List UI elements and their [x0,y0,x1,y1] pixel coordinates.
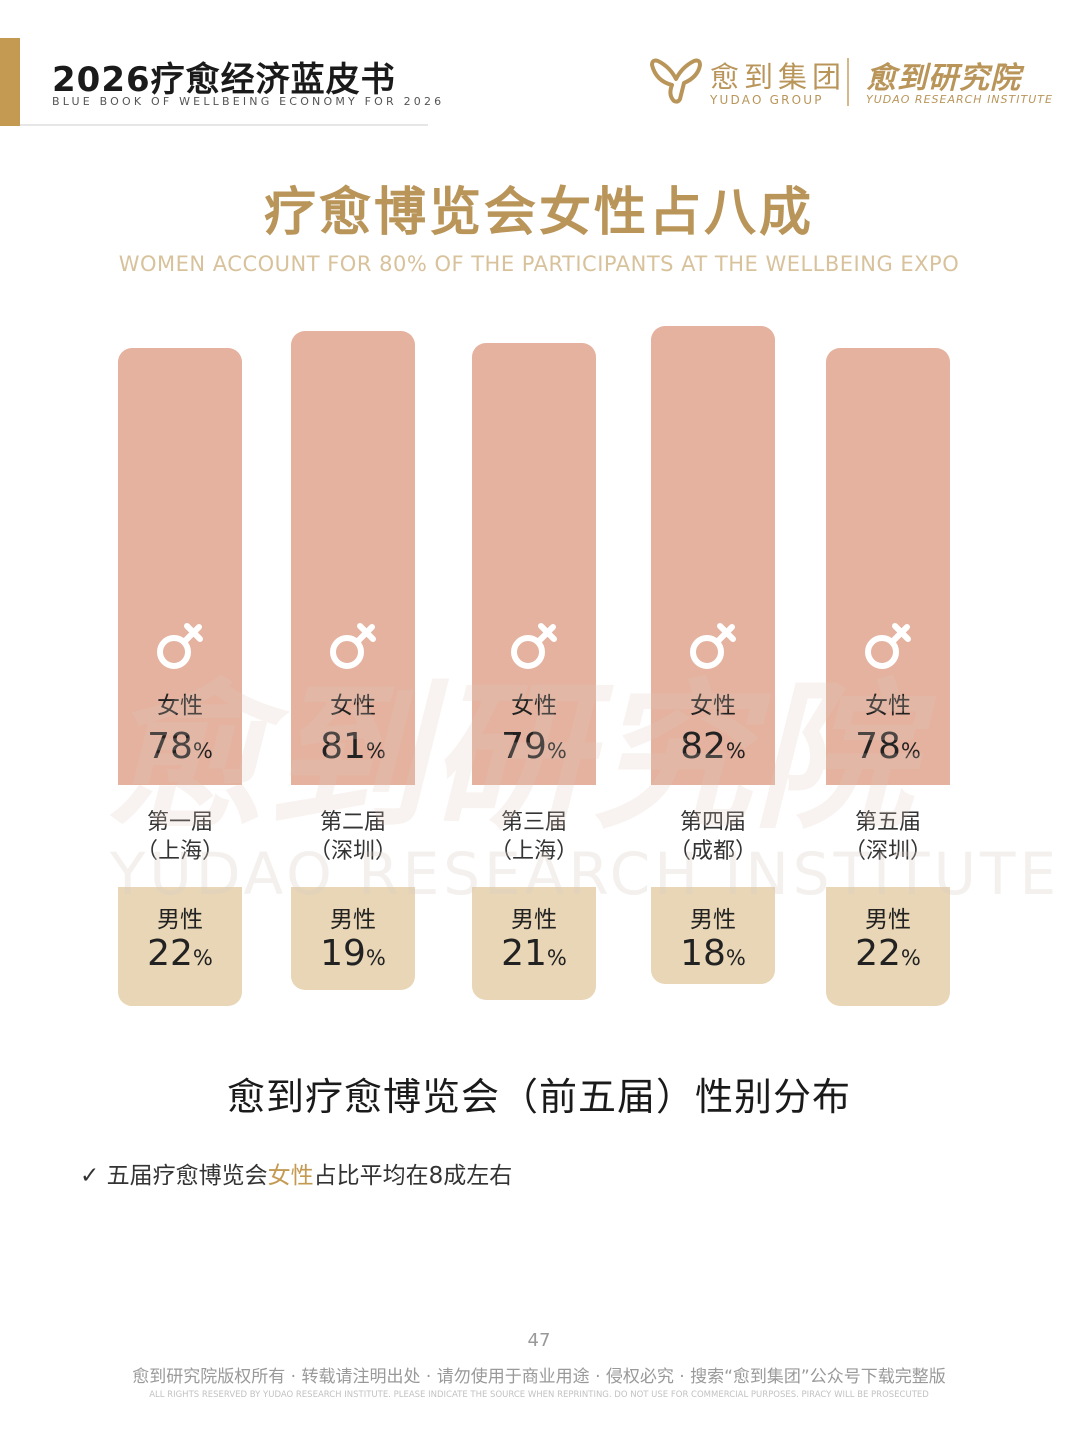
female-percentage: 82% [680,726,746,767]
female-icon [511,623,557,669]
male-percentage: 18% [680,933,746,974]
male-bar [826,887,950,1006]
male-bar [118,887,242,1006]
report-subtitle: BLUE BOOK OF WELLBEING ECONOMY FOR 2026 [52,95,445,108]
male-percentage: 21% [501,933,567,974]
male-percentage: 19% [320,933,386,974]
city-label: （深圳） [843,839,932,864]
female-label: 女性 [511,693,557,719]
chart-caption: 愈到疗愈博览会（前五届）性别分布 [226,1075,851,1119]
female-bar [472,342,596,785]
note-suffix: 占比平均在8成左右 [313,1163,513,1189]
summary-note: ✓ 五届疗愈博览会女性占比平均在8成左右 [80,1156,512,1190]
copyright-en: ALL RIGHTS RESERVED BY YUDAO RESEARCH IN… [149,1390,929,1400]
percent-unit: % [900,739,921,763]
institute-name-cn: 愈到研究院 [866,61,1021,96]
percent-unit: % [365,739,386,763]
female-label: 女性 [865,693,911,719]
percent-unit: % [546,946,567,970]
female-percentage: 79% [501,726,567,767]
check-icon: ✓ [80,1163,100,1189]
edition-label: 第五届 [854,810,921,835]
brand-divider [847,58,849,106]
male-label: 男性 [690,907,736,933]
brand-logo-icon [650,58,702,104]
page-number: 47 [527,1330,551,1351]
side-accent-bar [0,38,20,126]
female-percentage: 78% [147,726,213,767]
male-percentage: 22% [147,933,213,974]
male-label: 男性 [330,907,376,933]
female-bar [118,348,242,785]
header-divider [20,124,428,126]
female-bar [826,348,950,785]
female-label: 女性 [157,693,203,719]
city-label: （深圳） [308,839,397,864]
female-bar [651,325,775,785]
female-percentage: 81% [320,726,386,767]
note-prefix: 五届疗愈博览会 [106,1163,268,1189]
percent-unit: % [546,739,567,763]
male-bar [472,887,596,1001]
male-label: 男性 [865,907,911,933]
male-bar [291,887,415,990]
percent-unit: % [365,946,386,970]
chart-title: 疗愈博览会女性占八成 [263,183,814,243]
male-percentage: 22% [855,933,921,974]
city-label: （上海） [135,839,224,864]
percent-unit: % [192,739,213,763]
percent-unit: % [725,739,746,763]
edition-label: 第二届 [319,810,386,835]
female-percentage: 78% [855,726,921,767]
female-label: 女性 [330,693,376,719]
report-title: 2026疗愈经济蓝皮书 [52,60,396,100]
edition-label: 第四届 [679,810,746,835]
female-icon [865,623,911,669]
brand-name-cn: 愈到集团 [710,60,847,94]
edition-label: 第三届 [500,810,567,835]
copyright-cn: 愈到研究院版权所有 · 转载请注明出处 · 请勿使用于商业用途 · 侵权必究 ·… [132,1367,946,1387]
edition-label: 第一届 [146,810,213,835]
female-icon [330,623,376,669]
institute-name-en: YUDAO RESEARCH INSTITUTE [866,93,1053,106]
female-bar [291,331,415,785]
female-icon [157,623,203,669]
male-label: 男性 [157,907,203,933]
note-highlight: 女性 [267,1163,314,1189]
female-label: 女性 [690,693,736,719]
percent-unit: % [725,946,746,970]
percent-unit: % [900,946,921,970]
male-label: 男性 [511,907,557,933]
percent-unit: % [192,946,213,970]
female-icon [690,623,736,669]
chart-subtitle: WOMEN ACCOUNT FOR 80% OF THE PARTICIPANT… [118,252,960,276]
brand-name-en: YUDAO GROUP [710,93,824,107]
city-label: （成都） [668,839,757,864]
male-bar [651,887,775,985]
city-label: （上海） [489,839,578,864]
